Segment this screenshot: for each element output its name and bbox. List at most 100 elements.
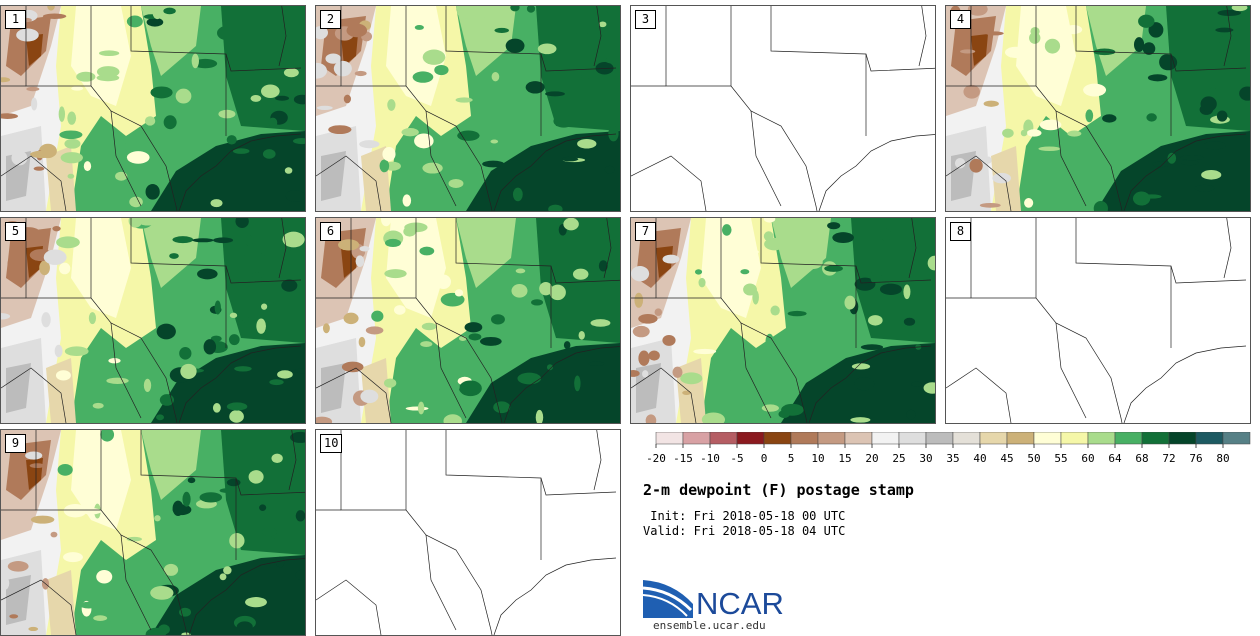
desert-core [636,363,661,413]
boundary-line [1035,297,1123,423]
colorbar-tick-label: -20 [646,452,666,465]
boundary-line [918,6,927,67]
ensemble-member-panel[interactable]: 3 [630,5,936,212]
colorbar-swatch [1087,432,1116,445]
map-plot [1,218,305,423]
colorbar-swatch [817,432,846,445]
state-borders [631,218,932,423]
dewpoint-blob [154,515,161,522]
dewpoint-blob [545,91,565,97]
ensemble-member-panel[interactable]: 8 [945,217,1251,424]
dewpoint-blob [214,300,221,315]
dewpoint-blob [1,113,18,119]
dewpoint-blob [526,6,536,13]
dewpoint-blob [763,231,774,242]
colorbar-swatch [1060,432,1089,445]
colorbar-tick-label: 50 [1027,452,1040,465]
dewpoint-blob [191,53,200,69]
valid-time: Valid: Fri 2018-05-18 04 UTC [643,524,846,538]
dewpoint-blob [11,150,28,166]
ensemble-member-panel[interactable]: 4 [945,5,1251,212]
dewpoint-blob [662,334,676,346]
dewpoint-blob [33,166,45,171]
map-plot [1,6,305,211]
dewpoint-blob [393,305,406,315]
boundary-line [818,134,935,211]
ensemble-member-panel[interactable]: 1 [0,5,306,212]
ensemble-member-panel[interactable]: 6 [315,217,621,424]
dewpoint-blob [639,253,647,262]
colorbar-swatch [763,432,792,445]
colorbar-swatch [682,432,711,445]
dewpoint-blob [853,377,875,391]
dewpoint-blob [414,25,424,30]
boundary-line [750,110,782,207]
map-plot [631,218,935,423]
dewpoint-blob [1142,42,1156,55]
ensemble-member-panel[interactable]: 9 [0,429,306,636]
desert-core [321,363,346,413]
dewpoint-blob [1029,32,1041,44]
dewpoint-blob [250,94,262,102]
boundary-line [288,430,297,491]
dewpoint-blob [163,7,176,15]
boundary-line [740,322,772,419]
dewpoint-blob [354,70,367,77]
dewpoint-blob [228,334,240,346]
dewpoint-blob [911,381,922,387]
dewpoint-blob [510,6,520,12]
colorbar-swatch [979,432,1008,445]
dewpoint-blob [143,378,152,392]
dewpoint-blob [193,58,218,69]
dewpoint-blob [251,272,264,279]
dewpoint-blob [262,149,276,159]
dewpoint-blob [419,246,435,256]
dewpoint-blob [234,366,252,372]
dewpoint-blob [969,158,983,173]
ensemble-member-panel[interactable]: 2 [315,5,621,212]
dewpoint-blob [454,289,464,297]
dewpoint-blob [1064,24,1083,35]
gulf-region [151,343,305,423]
mountain-peak [341,34,358,66]
dewpoint-blob [1194,184,1215,192]
dewpoint-blob [1231,6,1248,12]
dewpoint-blob [422,49,446,65]
dewpoint-blob [494,27,510,33]
dewpoint-blob [598,260,608,272]
colorbar-tick-label: -5 [730,452,743,465]
map-plot [316,430,617,635]
dewpoint-blob [1152,161,1171,168]
colorbar-swatch [1141,432,1170,445]
boundary-line [316,367,392,423]
dewpoint-blob [1026,129,1042,137]
ensemble-member-panel[interactable]: 5 [0,217,306,424]
dewpoint-blob [638,313,658,324]
dewpoint-blob [458,336,467,341]
boundary-line [405,509,493,635]
dewpoint-blob [963,84,980,99]
dewpoint-blob [316,26,328,40]
boundary-line [493,557,617,635]
dewpoint-blob [210,335,222,342]
dewpoint-blob [680,372,703,385]
colorbar-tick-label: 68 [1135,452,1148,465]
dewpoint-blob [985,31,1004,36]
dewpoint-blob [402,194,412,207]
dewpoint-blob [30,150,54,159]
ensemble-member-panel[interactable]: 7 [630,217,936,424]
dewpoint-blob [150,86,173,99]
dewpoint-blob [384,238,402,248]
dewpoint-blob [1124,8,1133,16]
dewpoint-blob [187,477,196,484]
boundary-line [425,534,457,631]
dewpoint-blob [604,56,620,64]
dewpoint-blob [236,621,253,632]
dewpoint-blob [721,224,732,236]
dewpoint-blob [31,97,38,111]
dewpoint-blob [333,60,352,77]
dewpoint-blob [763,218,776,223]
boundary-line [316,155,382,211]
ensemble-member-panel[interactable]: 10 [315,429,621,636]
dewpoint-blob [126,151,150,164]
